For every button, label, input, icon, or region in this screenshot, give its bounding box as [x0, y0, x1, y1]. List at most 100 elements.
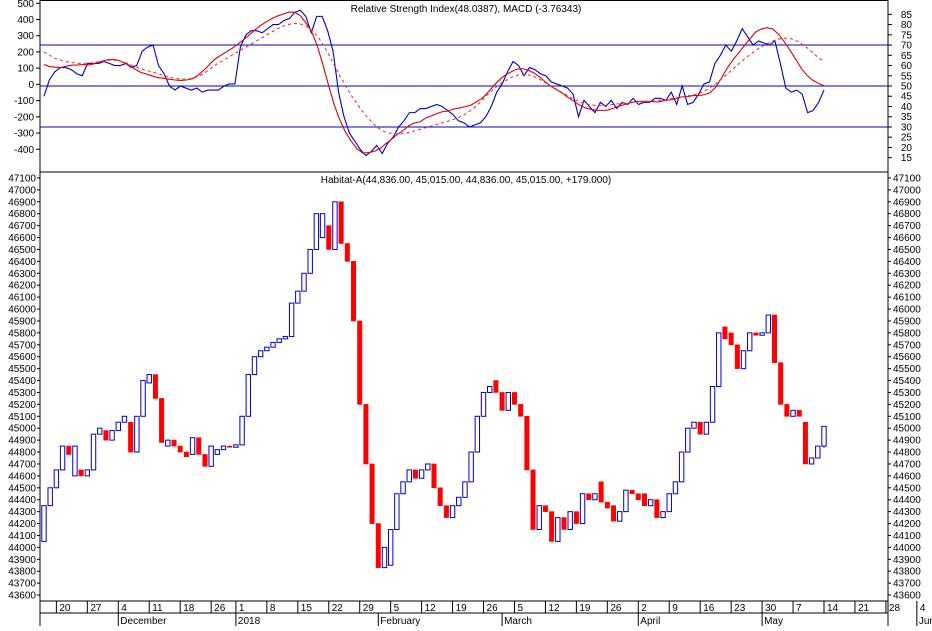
candle-up: [765, 314, 771, 334]
candle-down: [443, 505, 449, 518]
left-tick-label: 100: [17, 64, 34, 75]
macd-line: [43, 11, 825, 154]
candle-down: [493, 380, 499, 393]
candle-up: [480, 391, 487, 417]
price-left-tick-label: 45900: [8, 316, 36, 327]
price-right-tick-label: 45000: [893, 424, 921, 435]
candle-down: [722, 326, 728, 340]
candle-up: [264, 346, 270, 352]
candle-up: [456, 496, 462, 507]
candle-down: [549, 511, 555, 542]
date-tick-label: 18: [183, 603, 195, 614]
candle-up: [418, 469, 425, 479]
price-right-tick-label: 44000: [893, 543, 921, 554]
candle-up: [617, 511, 623, 522]
date-tick-label: 29: [363, 603, 375, 614]
candle-up: [555, 517, 561, 542]
indicator-series: [43, 9, 825, 157]
month-label: 2018: [238, 616, 261, 626]
price-right-tick-label: 44200: [893, 519, 921, 530]
right-tick-label: 75: [901, 30, 913, 41]
right-tick-label: 85: [901, 10, 913, 21]
candlestick-series: [41, 201, 827, 569]
candle-up: [301, 272, 307, 292]
month-label: June: [919, 616, 932, 626]
price-left-tick-label: 44500: [8, 483, 36, 494]
candle-up: [647, 499, 654, 507]
price-right-tick-label: 45900: [893, 316, 921, 327]
candle-up: [90, 433, 97, 471]
candle-up: [474, 415, 481, 453]
candle-up: [214, 449, 221, 455]
candle-down: [202, 454, 208, 467]
price-right-tick-label: 46100: [893, 293, 921, 304]
candle-up: [394, 493, 400, 530]
candle-up: [146, 374, 152, 384]
price-left-tick-label: 44600: [8, 471, 36, 482]
candle-down: [227, 445, 233, 448]
candle-down: [697, 421, 703, 435]
right-tick-label: 55: [901, 71, 913, 82]
candle-up: [716, 332, 722, 387]
left-tick-label: -300: [14, 129, 34, 140]
candle-up: [208, 445, 214, 467]
candle-up: [790, 409, 796, 417]
candle-down: [753, 332, 759, 336]
price-right-tick-label: 46500: [893, 245, 921, 256]
right-tick-label: 60: [901, 61, 913, 72]
candle-up: [84, 469, 91, 477]
price-left-tick-label: 46000: [8, 305, 36, 316]
date-tick-label: 1: [239, 603, 245, 614]
candle-down: [357, 320, 363, 405]
price-right-tick-label: 43700: [893, 579, 921, 590]
candle-up: [319, 213, 326, 239]
price-right-tick-label: 45700: [893, 340, 921, 351]
candle-down: [654, 499, 660, 518]
candle-down: [78, 469, 84, 477]
price-left-tick-label: 44200: [8, 519, 36, 530]
candle-down: [152, 374, 158, 399]
candle-down: [196, 437, 202, 455]
rsi-line: [43, 9, 825, 157]
candle-up: [592, 493, 598, 501]
price-left-tick-label: 47100: [8, 173, 36, 184]
month-label: February: [380, 616, 420, 626]
candle-up: [759, 332, 765, 336]
candle-down: [518, 404, 524, 417]
price-left-tick-label: 44100: [8, 531, 36, 542]
price-left-tick-label: 45700: [8, 340, 36, 351]
candle-down: [375, 523, 381, 568]
candle-down: [561, 517, 567, 530]
candle-up: [747, 332, 753, 352]
price-left-tick-label: 43900: [8, 555, 36, 566]
left-tick-label: 400: [17, 15, 34, 26]
price-left-tick-label: 44900: [8, 436, 36, 447]
candle-down: [499, 392, 505, 411]
date-tick-label: 9: [672, 603, 678, 614]
price-right-tick-label: 46800: [893, 209, 921, 220]
date-tick-label: 4: [920, 603, 926, 614]
price-left-tick-label: 46400: [8, 257, 36, 268]
price-right-tick-label: 43800: [893, 567, 921, 578]
candle-down: [326, 225, 332, 250]
indicator-panel-title: Relative Strength Index(48.0387), MACD (…: [351, 4, 582, 15]
price-left-tick-label: 45300: [8, 388, 36, 399]
price-left-tick-label: 45400: [8, 376, 36, 387]
candle-down: [611, 505, 617, 522]
date-tick-label: 16: [703, 603, 715, 614]
candle-up: [134, 415, 140, 453]
candle-up: [666, 493, 672, 513]
date-tick-label: 28: [889, 603, 901, 614]
date-tick-label: 11: [152, 603, 163, 614]
candle-up: [332, 201, 338, 250]
price-left-tick-label: 46100: [8, 293, 36, 304]
right-tick-label: 30: [901, 122, 913, 133]
candle-up: [72, 445, 78, 477]
candle-up: [47, 487, 53, 507]
price-right-tick-label: 44600: [893, 471, 921, 482]
price-left-tick-label: 44400: [8, 495, 36, 506]
candle-up: [381, 546, 388, 569]
price-panel-title: Habitat-A(44,836.00, 45,015.00, 44,836.0…: [321, 175, 612, 186]
